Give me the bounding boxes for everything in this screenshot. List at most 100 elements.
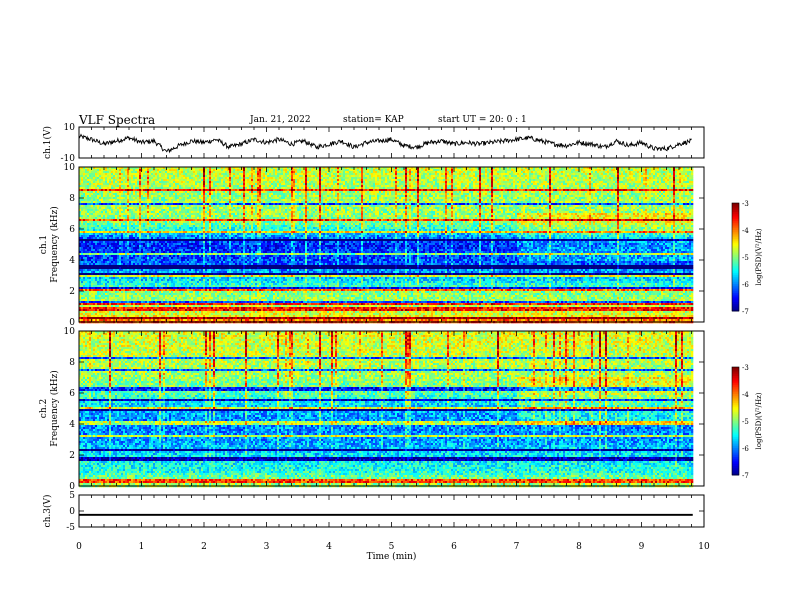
heatmap-cell bbox=[395, 187, 398, 190]
heatmap-cell bbox=[113, 187, 116, 190]
heatmap-cell bbox=[687, 193, 690, 196]
heatmap-cell bbox=[407, 185, 410, 188]
heatmap-cell bbox=[687, 189, 690, 192]
heatmap-cell bbox=[673, 191, 676, 194]
heatmap-cell bbox=[519, 167, 522, 170]
heatmap-cell bbox=[81, 171, 84, 174]
heatmap-cell bbox=[431, 187, 434, 190]
heatmap-cell bbox=[489, 183, 492, 186]
heatmap-cell bbox=[247, 197, 250, 200]
heatmap-cell bbox=[183, 181, 186, 184]
heatmap-cell bbox=[105, 175, 108, 178]
heatmap-cell bbox=[343, 177, 346, 180]
heatmap-cell bbox=[689, 181, 692, 184]
heatmap-cell bbox=[239, 189, 242, 192]
heatmap-cell bbox=[115, 169, 118, 172]
heatmap-cell bbox=[189, 175, 192, 178]
heatmap-cell bbox=[595, 197, 598, 200]
heatmap-cell bbox=[651, 185, 654, 188]
heatmap-cell bbox=[639, 171, 642, 174]
heatmap-cell bbox=[537, 171, 540, 174]
heatmap-cell bbox=[613, 185, 616, 188]
heatmap-cell bbox=[205, 175, 208, 178]
heatmap-cell bbox=[225, 181, 228, 184]
heatmap-cell bbox=[389, 167, 392, 170]
heatmap-cell bbox=[459, 185, 462, 188]
heatmap-cell bbox=[369, 179, 372, 182]
heatmap-cell bbox=[233, 167, 236, 170]
heatmap-cell bbox=[333, 169, 336, 172]
heatmap-cell bbox=[673, 175, 676, 178]
heatmap-cell bbox=[307, 193, 310, 196]
heatmap-cell bbox=[317, 197, 320, 200]
heatmap-cell bbox=[247, 171, 250, 174]
heatmap-cell bbox=[229, 181, 232, 184]
heatmap-cell bbox=[255, 183, 258, 186]
heatmap-cell bbox=[85, 177, 88, 180]
heatmap-cell bbox=[551, 169, 554, 172]
heatmap-cell bbox=[145, 171, 148, 174]
heatmap-cell bbox=[487, 195, 490, 198]
heatmap-cell bbox=[117, 195, 120, 198]
heatmap-cell bbox=[171, 175, 174, 178]
heatmap-cell bbox=[645, 179, 648, 182]
heatmap-cell bbox=[579, 185, 582, 188]
heatmap-cell bbox=[411, 189, 414, 192]
heatmap-cell bbox=[147, 181, 150, 184]
heatmap-cell bbox=[417, 187, 420, 190]
heatmap-cell bbox=[615, 177, 618, 180]
heatmap-cell bbox=[541, 185, 544, 188]
heatmap-cell bbox=[501, 193, 504, 196]
heatmap-cell bbox=[617, 185, 620, 188]
heatmap-cell bbox=[627, 175, 630, 178]
heatmap-cell bbox=[675, 185, 678, 188]
heatmap-cell bbox=[377, 177, 380, 180]
heatmap-cell bbox=[617, 187, 620, 190]
heatmap-cell bbox=[247, 191, 250, 194]
heatmap-cell bbox=[483, 169, 486, 172]
heatmap-cell bbox=[325, 173, 328, 176]
heatmap-cell bbox=[243, 181, 246, 184]
heatmap-cell bbox=[205, 191, 208, 194]
heatmap-cell bbox=[119, 177, 122, 180]
heatmap-cell bbox=[413, 173, 416, 176]
heatmap-cell bbox=[621, 187, 624, 190]
heatmap-cell bbox=[303, 191, 306, 194]
heatmap-cell bbox=[661, 185, 664, 188]
heatmap-cell bbox=[395, 183, 398, 186]
heatmap-cell bbox=[559, 175, 562, 178]
heatmap-cell bbox=[301, 189, 304, 192]
heatmap-cell bbox=[225, 187, 228, 190]
heatmap-cell bbox=[515, 193, 518, 196]
heatmap-cell bbox=[385, 185, 388, 188]
heatmap-cell bbox=[381, 171, 384, 174]
heatmap-cell bbox=[515, 195, 518, 198]
heatmap-cell bbox=[619, 181, 622, 184]
heatmap-cell bbox=[529, 173, 532, 176]
heatmap-cell bbox=[517, 169, 520, 172]
heatmap-cell bbox=[517, 173, 520, 176]
heatmap-cell bbox=[249, 173, 252, 176]
heatmap-cell bbox=[421, 169, 424, 172]
heatmap-cell bbox=[623, 193, 626, 196]
heatmap-cell bbox=[275, 189, 278, 192]
heatmap-cell bbox=[189, 191, 192, 194]
heatmap-cell bbox=[483, 193, 486, 196]
heatmap-cell bbox=[437, 175, 440, 178]
heatmap-cell bbox=[247, 185, 250, 188]
heatmap-cell bbox=[559, 181, 562, 184]
heatmap-cell bbox=[283, 173, 286, 176]
heatmap-cell bbox=[171, 181, 174, 184]
heatmap-cell bbox=[373, 181, 376, 184]
heatmap-cell bbox=[89, 181, 92, 184]
heatmap-cell bbox=[417, 185, 420, 188]
heatmap-cell bbox=[89, 189, 92, 192]
heatmap-cell bbox=[299, 193, 302, 196]
heatmap-cell bbox=[179, 167, 182, 170]
heatmap-cell bbox=[621, 195, 624, 198]
heatmap-cell bbox=[197, 169, 200, 172]
heatmap-cell bbox=[111, 177, 114, 180]
heatmap-cell bbox=[669, 177, 672, 180]
heatmap-cell bbox=[167, 167, 170, 170]
heatmap-cell bbox=[535, 181, 538, 184]
